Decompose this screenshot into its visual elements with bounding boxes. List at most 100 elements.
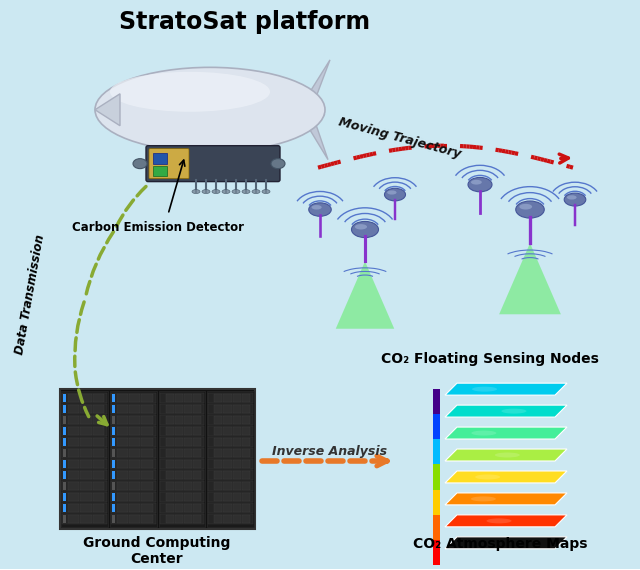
Bar [242,471,250,479]
Bar [112,460,115,468]
Bar [433,515,440,540]
Bar [63,460,66,468]
Bar [129,504,140,512]
Bar [232,427,241,435]
Bar [62,470,107,480]
Polygon shape [305,60,330,100]
Ellipse shape [262,190,270,194]
Bar [223,438,232,446]
Bar [129,438,140,446]
Bar [166,449,173,457]
Bar [141,394,152,402]
Bar [184,427,192,435]
Bar [193,405,201,413]
Polygon shape [445,515,567,527]
Bar [62,514,107,524]
Bar [193,416,201,424]
Polygon shape [445,405,567,417]
Bar [68,438,79,446]
Bar [80,416,92,424]
Bar [80,482,92,490]
Bar [242,460,250,468]
Text: Moving Trajectory: Moving Trajectory [337,115,463,160]
Bar [433,414,440,439]
Bar [208,437,253,447]
Bar [68,449,79,457]
Bar [193,482,201,490]
Bar [63,427,66,435]
Polygon shape [305,122,328,160]
Bar [166,504,173,512]
Polygon shape [445,493,567,505]
Bar [166,427,173,435]
Bar [175,449,183,457]
Bar [111,404,156,414]
Bar [63,405,66,413]
Bar [184,482,192,490]
Bar [141,427,152,435]
Ellipse shape [483,474,508,479]
Bar [242,405,250,413]
Bar [112,427,115,435]
Ellipse shape [493,518,518,523]
Bar [223,427,232,435]
Ellipse shape [202,190,210,194]
Bar [68,416,79,424]
Ellipse shape [232,190,240,194]
Bar [223,482,232,490]
Ellipse shape [491,496,516,502]
Text: Carbon Emission Detector: Carbon Emission Detector [72,221,244,234]
Bar [63,493,66,501]
Bar [80,405,92,413]
Bar [80,515,92,523]
Bar [232,471,241,479]
Bar [214,405,223,413]
Ellipse shape [222,190,230,194]
Bar [112,449,115,457]
Ellipse shape [351,221,378,238]
Bar [111,393,156,403]
Bar [159,470,204,480]
Bar [112,493,115,501]
Bar [111,426,156,436]
Bar [68,482,79,490]
Bar [93,449,104,457]
Bar [63,449,66,457]
Bar [214,438,223,446]
Bar [208,459,253,469]
Bar [68,394,79,402]
Bar [208,448,253,458]
Bar [112,416,115,424]
Bar [166,471,173,479]
Bar [116,449,128,457]
Bar [214,427,223,435]
Bar [214,482,223,490]
Bar [62,448,107,458]
Bar [166,405,173,413]
Bar [214,460,223,468]
Bar [184,416,192,424]
Ellipse shape [468,177,492,192]
Bar [223,405,232,413]
Text: Ground Computing
Center: Ground Computing Center [83,536,230,566]
Ellipse shape [564,193,586,206]
Bar [68,504,79,512]
Bar [175,471,183,479]
Bar [175,493,183,501]
Bar [63,471,66,479]
Bar [159,437,204,447]
Bar [63,438,66,446]
Bar [93,493,104,501]
Bar [62,492,107,502]
Bar [112,405,115,413]
Polygon shape [95,94,120,126]
Bar [208,503,253,513]
Polygon shape [499,243,561,314]
Bar [433,439,440,465]
Bar [62,404,107,414]
Polygon shape [445,449,567,461]
Ellipse shape [212,190,220,194]
Bar [141,416,152,424]
Bar [214,493,223,501]
Bar [116,460,128,468]
